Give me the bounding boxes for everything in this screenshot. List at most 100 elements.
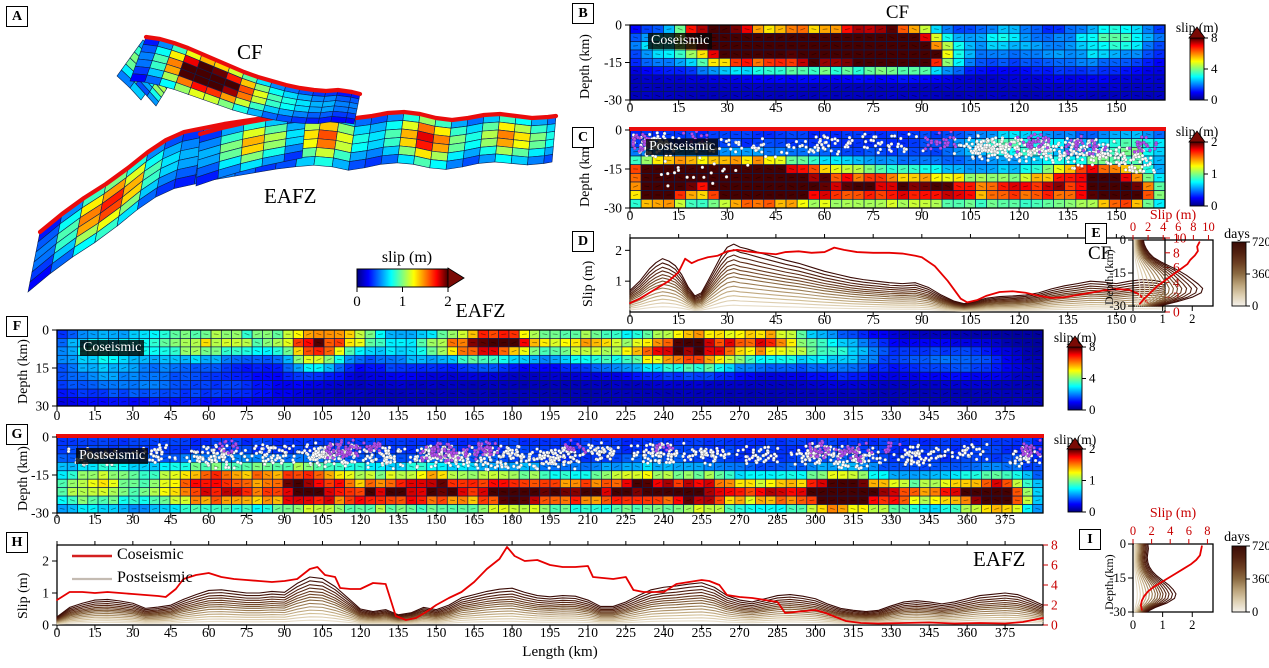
tick-label: 45 <box>164 408 178 423</box>
tick-label: 0 <box>1120 233 1126 247</box>
tick-label: 75 <box>866 100 880 115</box>
tick-label: 90 <box>915 100 929 115</box>
tick-label: 30 <box>126 408 140 423</box>
tick-label: 1 <box>42 586 49 601</box>
tick-label: 8 <box>1051 538 1058 553</box>
tick-label: 315 <box>843 408 864 423</box>
tick-label: 105 <box>312 408 333 423</box>
colorbar-arrow-icon <box>1066 335 1084 348</box>
curve <box>1133 239 1141 307</box>
tick-label: 15 <box>672 100 686 115</box>
tick-label: 105 <box>960 208 981 223</box>
tick-label: 240 <box>654 512 675 527</box>
curve <box>1135 239 1156 307</box>
days-colorbar <box>1231 241 1247 307</box>
curve <box>56 584 1044 619</box>
tick-label: 60 <box>818 312 832 327</box>
tick-label: 2 <box>1189 618 1195 632</box>
tick-label: 0 <box>42 430 49 445</box>
legend-coseismic-label: Coseismic <box>117 546 184 563</box>
tick-label: 30 <box>721 208 735 223</box>
tick-label: 345 <box>919 408 940 423</box>
tick-label: 135 <box>388 512 409 527</box>
panel-label-h: H <box>6 532 28 553</box>
panel-a-3d-fault-view: 0 1 2 <box>27 34 559 310</box>
tick-label: 15 <box>672 312 686 327</box>
tick-label: 6 <box>1175 220 1181 234</box>
tick-label: 300 <box>805 625 826 640</box>
panel-f-heatmap: 0 15 30 45 60 75 90 105 120 135 150 165 180 195 210 225… <box>36 323 1097 424</box>
curve <box>1140 543 1162 613</box>
curve <box>56 576 1044 618</box>
tick-label: 4 <box>1211 61 1218 76</box>
tick-label: 0 <box>1173 305 1180 320</box>
tick-label: 8 <box>1211 30 1218 45</box>
tick-label: 15 <box>672 208 686 223</box>
tick-label: 10 <box>1202 220 1215 234</box>
tick-label: 285 <box>767 625 788 640</box>
curve <box>629 254 1166 306</box>
curve <box>1144 543 1174 613</box>
curve <box>629 263 1166 307</box>
tick-label: 0 <box>1120 537 1126 551</box>
tick-label: -15 <box>1109 266 1126 280</box>
tick-label: 8 <box>1190 220 1196 234</box>
panel-label-a: A <box>6 6 28 27</box>
curve <box>1136 239 1161 307</box>
legend-postseismic-label: Postseismic <box>117 569 193 586</box>
colorbar-arrow-icon <box>1188 26 1206 39</box>
tick-label: 360 <box>1252 267 1269 281</box>
tick-label: 105 <box>960 312 981 327</box>
tick-label: 6 <box>1186 524 1192 538</box>
tick-label: 6 <box>1051 558 1058 573</box>
panel-c-ylabel: Depth (km) <box>578 142 593 207</box>
curve <box>1134 543 1141 613</box>
tick-label: 165 <box>464 512 485 527</box>
tick-label: 1 <box>1089 473 1096 488</box>
tick-label: 4 <box>1089 371 1096 386</box>
tick-label: 165 <box>464 625 485 640</box>
tick-label: -15 <box>604 55 622 70</box>
tick-label: 90 <box>278 408 292 423</box>
tick-label: 120 <box>1009 100 1030 115</box>
tick-label: 60 <box>818 100 832 115</box>
curve <box>629 290 1166 310</box>
tick-label: 60 <box>202 408 216 423</box>
panel-a-cf-label: CF <box>237 40 263 64</box>
tick-label: 150 <box>1106 208 1127 223</box>
panel-label-b: B <box>572 3 594 24</box>
tick-label: 0 <box>627 208 634 223</box>
tick-label: 0 <box>1252 299 1258 313</box>
tick-label: 120 <box>1009 208 1030 223</box>
panel-c-heatmap: 0 15 30 45 60 75 90 105 120 135 150 0 -15 -30 2 1 0 <box>604 123 1218 224</box>
panel-i-top-axis-title: Slip (m) <box>1149 506 1197 521</box>
tick-label: 330 <box>881 408 902 423</box>
tick-label: -15 <box>31 468 49 483</box>
curve <box>1137 543 1150 613</box>
tick-label: 240 <box>654 625 675 640</box>
tick-label: 105 <box>312 625 333 640</box>
panel-a-eafz-label: EAFZ <box>264 184 317 208</box>
tick-label: 120 <box>350 625 371 640</box>
panel-g-ylabel: Depth (km) <box>16 446 31 511</box>
curve <box>1141 239 1198 307</box>
tick-label: 15 <box>36 361 50 376</box>
panel-b-title: CF <box>885 2 910 23</box>
tick-label: 90 <box>915 208 929 223</box>
tick-label: 4 <box>1051 578 1058 593</box>
tick-label: 0 <box>627 100 634 115</box>
panel-i-ylabel: Depth (km) <box>1102 554 1116 610</box>
tick-label: 30 <box>126 625 140 640</box>
panel-h-corner-label: EAFZ <box>973 547 1026 571</box>
curve <box>56 590 1044 620</box>
colorbar-arrow-icon <box>1066 437 1084 450</box>
tick-label: 2 <box>444 294 452 310</box>
curve <box>56 616 1044 625</box>
panel-f-inner-label: Coseismic <box>80 340 145 356</box>
panel-b-ylabel: Depth (km) <box>578 34 593 99</box>
tick-label: 0 <box>1130 220 1136 234</box>
curve <box>143 34 363 97</box>
curve <box>56 596 1044 621</box>
tick-label: -30 <box>1109 605 1126 619</box>
